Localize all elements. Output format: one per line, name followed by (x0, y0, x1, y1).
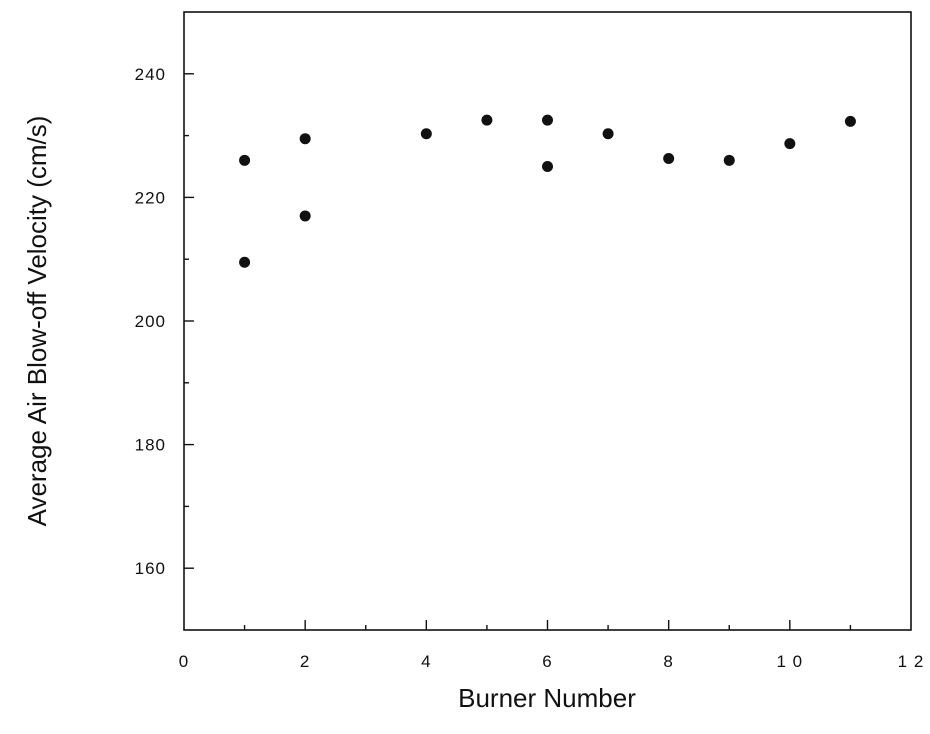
x-tick-label: 1 2 (898, 652, 925, 671)
y-tick-label: 220 (135, 188, 166, 207)
x-tick-label: 0 (179, 652, 189, 671)
x-axis-title: Burner Number (458, 683, 636, 713)
y-tick-label: 160 (135, 559, 166, 578)
x-tick-label: 4 (421, 652, 431, 671)
x-tick-labels: 0 2 4 6 8 1 0 1 2 (179, 652, 925, 671)
data-point (299, 133, 311, 145)
x-tick-label: 2 (300, 652, 310, 671)
data-point (784, 138, 796, 150)
x-tick-label: 6 (542, 652, 552, 671)
data-point (420, 128, 432, 140)
x-tick-label: 8 (663, 652, 673, 671)
data-point (542, 161, 553, 172)
plot-frame (183, 11, 912, 631)
data-point (542, 114, 553, 126)
data-point (239, 154, 251, 166)
y-tick-label: 240 (135, 65, 166, 84)
data-points (239, 114, 856, 268)
y-tick-labels: 160 180 200 220 240 (135, 65, 166, 578)
axis-ticks (184, 73, 852, 630)
x-tick-label: 1 0 (777, 652, 804, 671)
y-tick-label: 200 (135, 312, 166, 331)
y-axis-title: Average Air Blow-off Velocity (cm/s) (22, 116, 52, 527)
data-point (481, 114, 493, 126)
data-point (299, 210, 311, 222)
data-point (844, 115, 856, 127)
data-point (663, 152, 675, 164)
y-tick-label: 180 (135, 436, 166, 455)
data-point (723, 154, 735, 166)
data-point (602, 128, 614, 140)
data-point (239, 256, 251, 268)
